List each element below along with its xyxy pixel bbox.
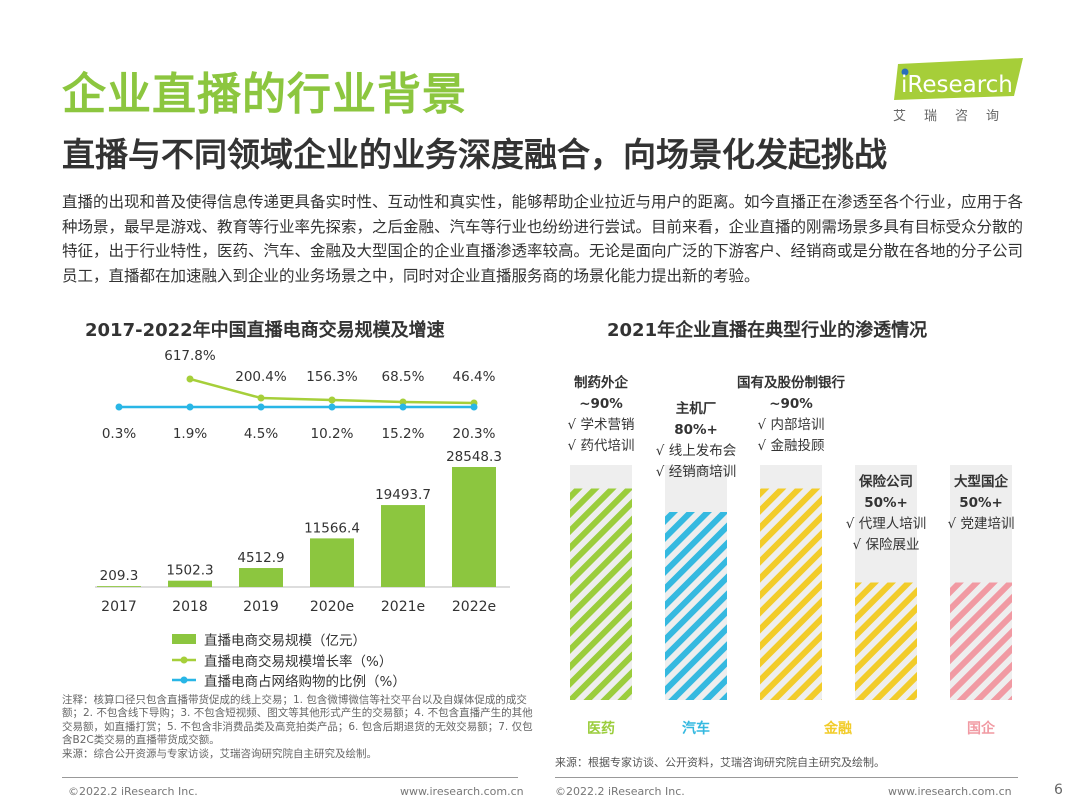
left-chart: 209.3 2017 1502.3 2018 4512.9 2019 11566.4 2020… <box>95 348 510 615</box>
x-tick-label: 2020e <box>310 599 354 615</box>
column-header: 50%+ <box>864 495 908 511</box>
right-chart-source: 来源：根据专家访谈、公开资料，艾瑞咨询研究院自主研究及绘制。 <box>555 756 885 769</box>
page-number: 6 <box>1054 782 1063 798</box>
footer-copyright-right: ©2022.2 iResearch Inc. <box>555 785 685 798</box>
column-fill-3 <box>855 582 917 700</box>
logo-subtitle: 艾瑞咨询 <box>893 109 1018 124</box>
column-item: √ 线上发布会 <box>656 443 736 459</box>
right-chart-title: 2021年企业直播在典型行业的渗透情况 <box>607 320 928 341</box>
legend-label: 直播电商交易规模增长率（%） <box>204 654 393 670</box>
share-point <box>399 403 407 411</box>
growth-rate-label: 200.4% <box>235 369 287 385</box>
footer-url-left: www.iresearch.com.cn <box>400 785 524 798</box>
growth-rate-label: 617.8% <box>164 348 216 364</box>
x-tick-label: 2017 <box>101 599 137 615</box>
column-header: 制药外企 <box>574 374 628 391</box>
column-header: 50%+ <box>959 495 1003 511</box>
legend-label: 直播电商交易规模（亿元） <box>204 633 366 649</box>
column-header: 保险公司 <box>858 473 913 490</box>
logo-text: iResearch <box>901 72 1013 98</box>
column-header: 主机厂 <box>676 400 717 417</box>
share-label: 20.3% <box>453 426 496 442</box>
share-label: 4.5% <box>244 426 278 442</box>
footer-copyright-left: ©2022.2 iResearch Inc. <box>68 785 198 798</box>
column-item: √ 药代培训 <box>568 438 635 454</box>
bar-2021e <box>381 505 425 587</box>
legend-growth-swatch <box>172 656 196 664</box>
growth-rate-point <box>186 375 194 383</box>
column-item: √ 代理人培训 <box>846 516 926 532</box>
column-item: √ 党建培训 <box>948 516 1015 532</box>
bar-2022e <box>452 467 496 587</box>
page-title: 企业直播的行业背景 <box>62 69 467 120</box>
page-subtitle: 直播与不同领域企业的业务深度融合，向场景化发起挑战 <box>62 135 887 174</box>
column-header: 80%+ <box>674 422 718 438</box>
bar-value-label: 11566.4 <box>304 520 360 536</box>
bar-value-label: 4512.9 <box>237 550 284 566</box>
growth-rate-point <box>328 396 336 404</box>
column-item: √ 金融投顾 <box>758 438 825 454</box>
industry-label: 医药 <box>587 720 615 737</box>
bar-value-label: 28548.3 <box>446 449 502 465</box>
growth-rate-point <box>399 398 407 406</box>
column-item: √ 经销商培训 <box>656 464 736 480</box>
bar-value-label: 1502.3 <box>166 563 213 579</box>
legend-bar: 直播电商交易规模（亿元） <box>172 629 366 649</box>
column-fill-1 <box>665 512 727 700</box>
growth-rate-label: 46.4% <box>453 369 496 385</box>
legend-share: 直播电商占网络购物的比例（%） <box>172 670 406 690</box>
legend-growth: 直播电商交易规模增长率（%） <box>172 650 392 670</box>
share-label: 10.2% <box>311 426 354 442</box>
share-label: 1.9% <box>173 426 207 442</box>
growth-rate-label: 68.5% <box>382 369 425 385</box>
industry-label: 国企 <box>967 720 996 737</box>
left-chart-note: 注释：核算口径只包含直播带货促成的线上交易；1. 包含微博微信等社交平台以及自媒… <box>62 694 533 760</box>
bar-2020e <box>310 538 354 587</box>
industry-label: 汽车 <box>682 720 710 737</box>
footer-url-right: www.iresearch.com.cn <box>888 785 1012 798</box>
share-point <box>470 403 478 411</box>
legend-label: 直播电商占网络购物的比例（%） <box>204 674 406 690</box>
bar-2017 <box>97 586 141 587</box>
column-fill-0 <box>570 488 632 700</box>
column-header: 国有及股份制银行 <box>737 374 845 391</box>
legend-bar-swatch <box>172 634 196 644</box>
right-chart: 制药外企 ~90% √ 学术营销 √ 药代培训 主机厂 80%+ √ 线上发布会 √ 经销商培… <box>568 374 1015 737</box>
column-fill-4 <box>950 582 1012 700</box>
share-point <box>115 403 123 411</box>
column-item: √ 学术营销 <box>568 417 635 433</box>
share-point <box>186 403 194 411</box>
growth-rate-label: 156.3% <box>306 369 358 385</box>
industry-label: 金融 <box>823 720 852 737</box>
left-chart-title: 2017-2022年中国直播电商交易规模及增速 <box>85 320 445 341</box>
intro-paragraph: 直播的出现和普及使得信息传递更具备实时性、互动性和真实性，能够帮助企业拉近与用户… <box>62 193 1024 285</box>
column-header: ~90% <box>579 396 623 412</box>
column-header: ~90% <box>769 396 813 412</box>
column-item: √ 保险展业 <box>853 537 920 553</box>
x-tick-label: 2019 <box>243 599 279 615</box>
bar-value-label: 209.3 <box>100 568 139 584</box>
footer-divider-left <box>62 777 518 778</box>
bar-value-label: 19493.7 <box>375 487 431 503</box>
iresearch-logo: iResearch <box>890 58 1025 118</box>
footer-divider-right <box>555 777 1018 778</box>
bar-2019 <box>239 568 283 587</box>
x-tick-label: 2022e <box>452 599 496 615</box>
column-fill-2 <box>760 488 822 700</box>
x-tick-label: 2021e <box>381 599 425 615</box>
column-header: 大型国企 <box>954 473 1008 490</box>
share-point <box>257 403 265 411</box>
x-tick-label: 2018 <box>172 599 208 615</box>
share-label: 15.2% <box>382 426 425 442</box>
growth-rate-point <box>257 394 265 402</box>
legend-share-swatch <box>172 676 196 684</box>
bar-2018 <box>168 580 212 587</box>
share-label: 0.3% <box>102 426 136 442</box>
share-point <box>328 403 336 411</box>
column-item: √ 内部培训 <box>758 417 825 433</box>
